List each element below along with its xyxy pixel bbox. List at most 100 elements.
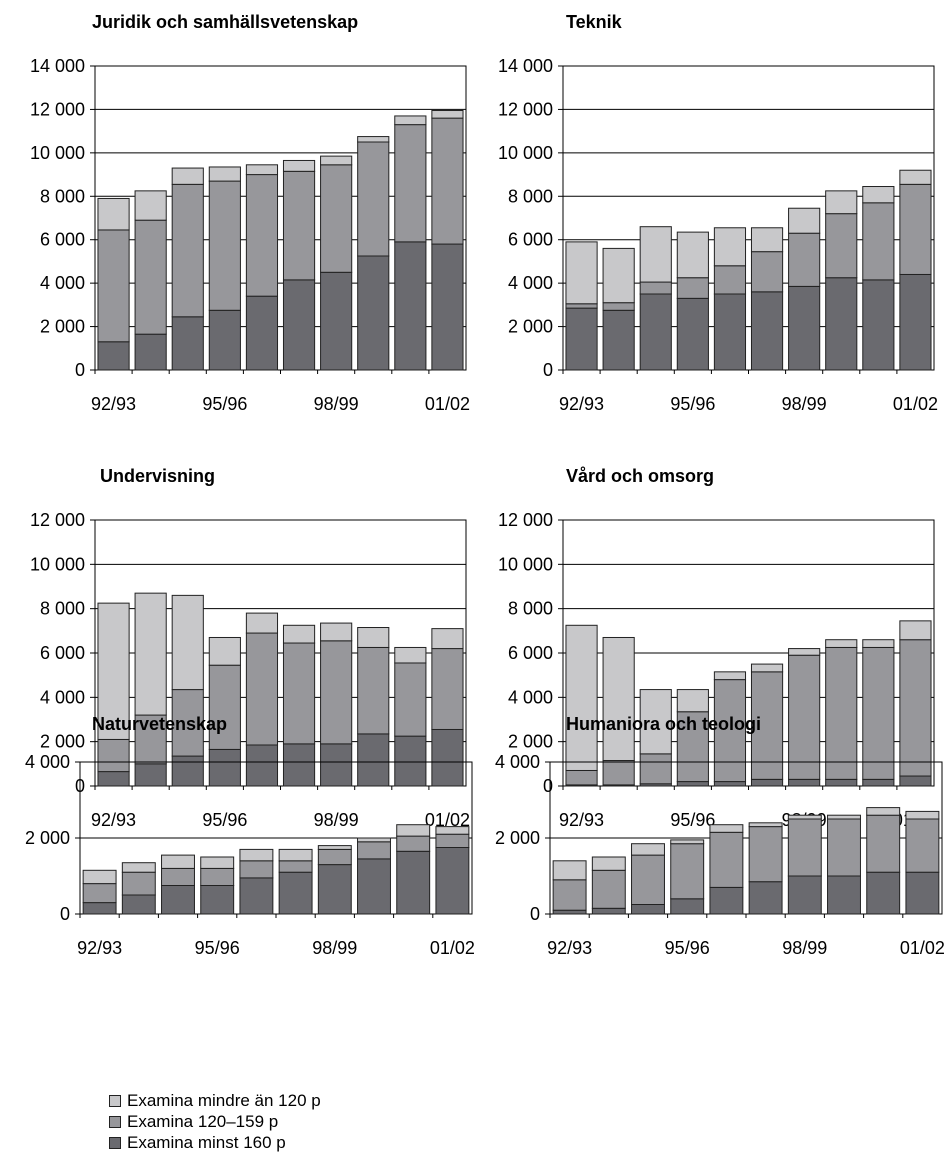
bar-segment [97, 771, 130, 787]
y-tick-label: 0 [75, 360, 85, 380]
bar-segment [282, 159, 316, 172]
bar-segment [121, 871, 156, 896]
bar-segment [787, 818, 822, 877]
y-tick-label: 12 000 [30, 99, 85, 119]
x-tick-label: 95/96 [195, 938, 240, 958]
bar-segment [282, 624, 316, 644]
chart-0: Juridik och samhällsvetenskap 0 2 000 4 000… [30, 12, 470, 414]
y-tick-label: 14 000 [30, 56, 85, 76]
bar-segment [357, 841, 391, 860]
legend-label-min160: Examina minst 160 p [127, 1133, 286, 1152]
bar-segment [862, 186, 895, 204]
y-tick-label: 2 000 [495, 828, 540, 848]
bar-segment [97, 602, 130, 740]
bar-segment [357, 646, 390, 735]
bar-segment [825, 277, 858, 371]
bar-segment [396, 835, 431, 852]
bar-segment [200, 856, 235, 869]
bar-segment [357, 733, 390, 787]
x-tick-label: 01/02 [430, 938, 475, 958]
bar-segment [552, 909, 587, 915]
bar-segment [639, 226, 672, 283]
bar-segment [591, 907, 626, 915]
bar-segment [787, 875, 822, 915]
y-tick-label: 8 000 [508, 186, 553, 206]
x-tick-label: 92/93 [77, 938, 122, 958]
chart-title: Humaniora och teologi [566, 714, 761, 734]
y-tick-label: 4 000 [25, 752, 70, 772]
bar-segment [134, 592, 167, 716]
bar-segment [317, 848, 352, 866]
chart-title: Undervisning [100, 466, 215, 486]
bar-segment [317, 864, 352, 915]
bar-segment [97, 229, 130, 343]
bar-segment [602, 302, 635, 311]
bar-segment [899, 639, 932, 777]
bar-segment [602, 309, 635, 371]
bar-segment [245, 174, 279, 297]
bar-segment [866, 871, 901, 915]
x-tick-label: 92/93 [559, 810, 604, 830]
bar-segment [431, 243, 464, 371]
y-tick-label: 8 000 [40, 186, 85, 206]
y-tick-label: 2 000 [508, 317, 553, 337]
bar-segment [171, 689, 204, 757]
bar-segment [905, 810, 940, 820]
bar-segment [676, 231, 709, 279]
bar-segment [788, 207, 821, 234]
bar-segment [435, 826, 470, 835]
bar-segment [82, 869, 117, 885]
bar-segment [134, 714, 167, 765]
bar-segment [788, 654, 821, 780]
bar-segment [171, 594, 204, 691]
bar-segment [394, 662, 427, 737]
bar-segment [317, 845, 352, 850]
bar-segment [245, 632, 279, 746]
bar-segment [552, 879, 587, 911]
bar-segment [278, 871, 313, 915]
bar-segment [750, 671, 784, 780]
bar-segment [97, 341, 130, 371]
y-tick-label: 6 000 [508, 643, 553, 663]
bar-segment [631, 854, 665, 905]
bar-segment [394, 115, 427, 126]
y-tick-label: 4 000 [40, 273, 85, 293]
legend-label-lt120: Examina mindre än 120 p [127, 1091, 321, 1110]
y-tick-label: 10 000 [30, 143, 85, 163]
x-tick-label: 98/99 [314, 394, 359, 414]
bar-segment [320, 271, 353, 371]
x-tick-label: 95/96 [202, 810, 247, 830]
bar-segment [245, 744, 279, 787]
bar-segment [713, 227, 747, 267]
y-tick-label: 0 [60, 904, 70, 924]
bar-segment [825, 778, 858, 787]
bar-segment [431, 110, 464, 119]
bar-segment [239, 877, 274, 915]
x-tick-label: 92/93 [91, 810, 136, 830]
bar-segment [394, 124, 427, 243]
y-tick-label: 12 000 [498, 510, 553, 530]
bar-segment [899, 169, 932, 185]
bar-segment [171, 167, 204, 185]
bar-segment [825, 646, 858, 780]
bar-segment [200, 885, 235, 915]
bar-segment [602, 247, 635, 304]
legend-label-120-159: Examina 120–159 p [127, 1112, 279, 1131]
bar-segment [866, 807, 901, 816]
legend-swatch-120-159 [109, 1115, 121, 1128]
bar-segment [709, 886, 744, 915]
bar-segment [827, 818, 861, 877]
bar-segment [639, 753, 672, 785]
bar-segment [134, 219, 167, 335]
x-tick-label: 98/99 [782, 394, 827, 414]
bar-segment [200, 867, 235, 887]
x-tick-label: 95/96 [202, 394, 247, 414]
bar-segment [591, 856, 626, 871]
legend-swatch-lt120 [109, 1094, 121, 1107]
bar-segment [899, 273, 932, 371]
x-tick-label: 01/02 [893, 394, 938, 414]
bar-segment [134, 190, 167, 221]
x-tick-label: 95/96 [670, 810, 715, 830]
